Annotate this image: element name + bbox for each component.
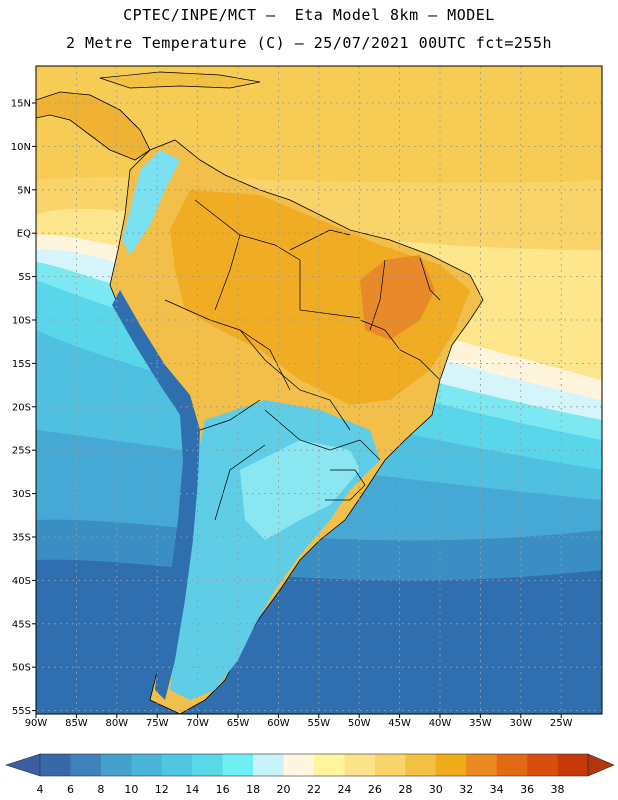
colorbar-swatch — [466, 754, 497, 776]
colorbar-swatch — [161, 754, 193, 776]
colorbar-label: 6 — [67, 783, 74, 796]
lat-tick-label: 20S — [12, 402, 31, 413]
lat-tick-label: 55S — [12, 706, 31, 717]
colorbar-label: 34 — [490, 783, 504, 796]
lon-tick-label: 25W — [550, 718, 573, 729]
colorbar-label: 30 — [429, 783, 443, 796]
colorbar-label: 18 — [246, 783, 260, 796]
lon-tick-label: 50W — [348, 718, 371, 729]
border-line — [325, 469, 366, 501]
colorbar-label: 28 — [398, 783, 412, 796]
colorbar-label: 20 — [277, 783, 291, 796]
colorbar-label: 36 — [520, 783, 534, 796]
caribbean-islands — [99, 71, 261, 89]
border-line — [214, 444, 266, 521]
colorbar-label: 38 — [551, 783, 565, 796]
lat-tick-label: 45S — [12, 619, 31, 630]
colorbar: 4 6 8 10 12 14 16 18 20 22 24 26 28 30 32 34 36 38 — [5, 753, 615, 796]
colorbar-swatch — [283, 754, 315, 776]
lat-tick-label: 35S — [12, 533, 31, 544]
lon-tick-label: 40W — [429, 718, 452, 729]
colorbar-label: 4 — [37, 783, 44, 796]
colorbar-swatch — [70, 754, 102, 776]
colorbar-label: 14 — [185, 783, 199, 796]
border-line — [419, 257, 441, 301]
colorbar-swatch — [344, 754, 376, 776]
border-line — [239, 329, 351, 431]
colorbar-swatch — [253, 754, 284, 776]
colorbar-label: 8 — [97, 783, 104, 796]
amazon-warm-region — [170, 190, 470, 405]
chart-title-line1: CPTEC/INPE/MCT – Eta Model 8km – MODEL — [123, 6, 495, 24]
lat-tick-label: 10S — [12, 316, 31, 327]
lon-tick-label: 45W — [388, 718, 411, 729]
lon-tick-label: 85W — [65, 718, 88, 729]
lat-tick-label: 5S — [18, 272, 31, 283]
border-line — [199, 399, 261, 431]
lat-tick-label: 15N — [11, 99, 31, 110]
colorbar-swatch — [405, 754, 437, 776]
colorbar-swatch — [192, 754, 223, 776]
colorbar-label: 32 — [459, 783, 473, 796]
colorbar-swatch — [374, 754, 406, 776]
colorbar-swatch — [557, 754, 589, 776]
lon-tick-label: 90W — [25, 718, 48, 729]
lat-tick-label: EQ — [17, 229, 31, 240]
colorbar-swatch — [100, 754, 132, 776]
lon-tick-label: 75W — [146, 718, 169, 729]
pampas-region — [240, 440, 360, 540]
lon-tick-label: 35W — [469, 718, 492, 729]
colorbar-label: 26 — [368, 783, 382, 796]
colorbar-swatch — [314, 754, 345, 776]
colorbar-label: 12 — [155, 783, 169, 796]
lat-tick-label: 30S — [12, 489, 31, 500]
northern-andes-cool — [122, 150, 180, 255]
lon-tick-label: 80W — [105, 718, 128, 729]
border-line — [214, 234, 241, 311]
lat-tick-label: 25S — [12, 446, 31, 457]
colorbar-swatch — [496, 754, 528, 776]
colorbar-label: 24 — [337, 783, 351, 796]
colorbar-swatch — [435, 754, 467, 776]
colorbar-swatch — [40, 754, 71, 776]
colorbar-swatch — [527, 754, 558, 776]
colorbar-low-arrow — [5, 753, 41, 777]
lat-tick-label: 50S — [12, 663, 31, 674]
latitude-axis: 15N 10N 5N EQ 5S 10S 15S 20S 25S 30S 35S 40S 45S 50S 5… — [11, 99, 36, 717]
lat-tick-label: 10N — [11, 142, 31, 153]
colorbar-high-arrow — [587, 753, 615, 777]
lat-tick-label: 5N — [17, 185, 31, 196]
border-line — [194, 199, 301, 261]
lon-tick-label: 55W — [307, 718, 330, 729]
lon-tick-label: 65W — [227, 718, 250, 729]
lat-tick-label: 15S — [12, 359, 31, 370]
colorbar-label: 22 — [307, 783, 321, 796]
colorbar-label: 16 — [216, 783, 230, 796]
lon-tick-label: 30W — [509, 718, 532, 729]
chart-title-line2: 2 Metre Temperature (C) – 25/07/2021 00U… — [65, 34, 553, 52]
longitude-axis: 90W 85W 80W 75W 70W 65W 60W 55W 50W 45W 40W 35W 30W 2… — [25, 714, 573, 729]
colorbar-outline — [39, 753, 589, 777]
andes-cold-strip — [112, 290, 200, 700]
colorbar-swatch — [131, 754, 163, 776]
colorbar-swatch — [222, 754, 254, 776]
lat-tick-label: 40S — [12, 576, 31, 587]
central-america-landmass — [36, 91, 151, 161]
lon-tick-label: 60W — [267, 718, 290, 729]
colorbar-label: 10 — [124, 783, 138, 796]
graticule — [36, 66, 602, 714]
lon-tick-label: 70W — [186, 718, 209, 729]
